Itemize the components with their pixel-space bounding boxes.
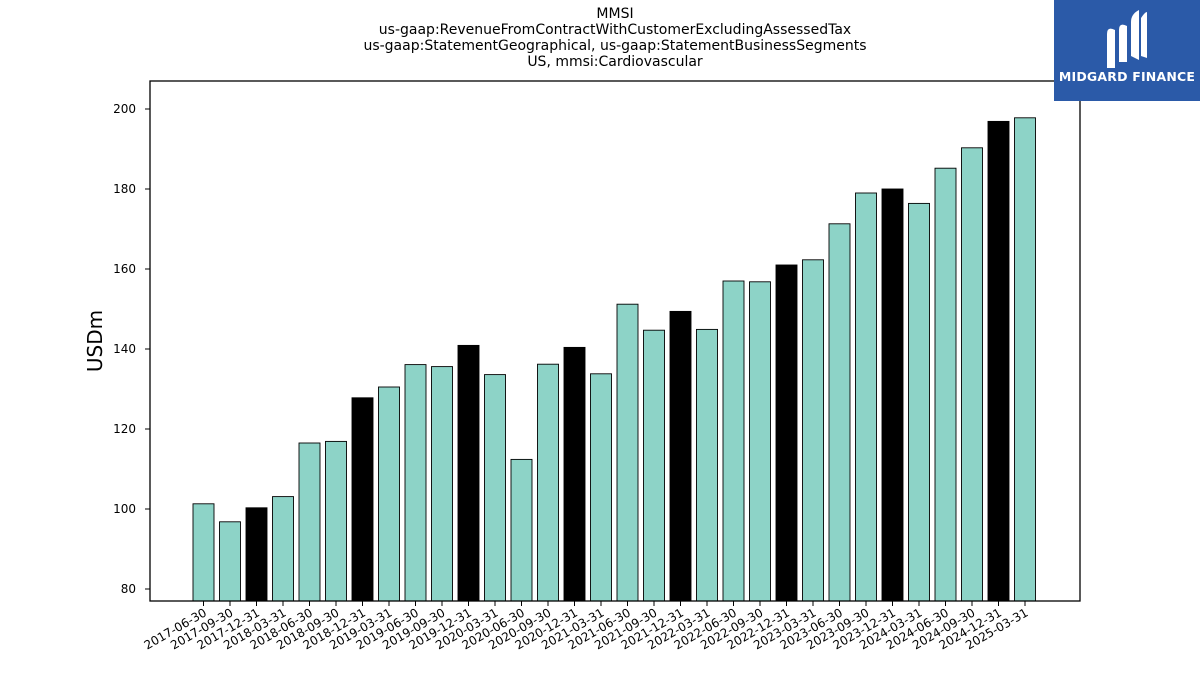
bar-2021-03-31 xyxy=(590,373,612,602)
bar-2022-06-30 xyxy=(722,280,745,602)
chart-title: MMSI us-gaap:RevenueFromContractWithCust… xyxy=(0,6,1200,70)
y-axis-label: USDm xyxy=(83,310,107,372)
bar-2024-12-31 xyxy=(987,120,1010,602)
y-tick-label: 120 xyxy=(113,422,136,436)
bars-group xyxy=(192,117,1036,602)
midgard-finance-logo: MIDGARD FINANCE xyxy=(1054,0,1200,101)
bar-2019-03-31 xyxy=(378,386,400,602)
x-axis: 2017-06-302017-09-302017-12-312018-03-31… xyxy=(142,601,1031,652)
bar-2023-03-31 xyxy=(802,259,824,602)
bar-2022-09-30 xyxy=(749,281,771,602)
title-line-members: US, mmsi:Cardiovascular xyxy=(527,54,703,70)
bar-2023-09-30 xyxy=(855,192,877,602)
bar-2020-03-31 xyxy=(484,374,506,602)
y-axis: 80 100 120 140 160 180 200 xyxy=(113,102,150,596)
bar-2025-03-31 xyxy=(1014,117,1036,602)
y-tick-label: 180 xyxy=(113,182,136,196)
y-tick-label: 200 xyxy=(113,102,136,116)
bar-2019-12-31 xyxy=(457,344,480,602)
bar-2021-09-30 xyxy=(643,329,665,602)
bar-2020-12-31 xyxy=(563,346,586,602)
bar-2020-09-30 xyxy=(537,363,559,602)
title-line-concept: us-gaap:RevenueFromContractWithCustomerE… xyxy=(378,22,852,38)
y-tick-label: 140 xyxy=(113,342,136,356)
title-line-axes: us-gaap:StatementGeographical, us-gaap:S… xyxy=(363,38,867,54)
bar-2018-03-31 xyxy=(272,496,294,602)
bar-2023-06-30 xyxy=(828,223,851,602)
bar-2017-09-30 xyxy=(219,521,241,602)
bar-2022-12-31 xyxy=(775,264,798,602)
bar-2021-06-30 xyxy=(616,303,639,602)
bar-2019-09-30 xyxy=(431,366,453,602)
y-tick-label: 80 xyxy=(121,582,136,596)
title-line-ticker: MMSI xyxy=(596,6,634,22)
bar-2018-12-31 xyxy=(351,397,374,602)
y-tick-label: 100 xyxy=(113,502,136,516)
bar-2018-06-30 xyxy=(298,442,321,602)
bar-2017-06-30 xyxy=(192,503,215,602)
bar-2024-09-30 xyxy=(961,147,983,602)
logo-text: MIDGARD FINANCE xyxy=(1058,69,1196,84)
bar-2024-03-31 xyxy=(908,202,930,602)
bar-2019-06-30 xyxy=(404,364,427,602)
plot-frame xyxy=(149,80,1081,602)
bar-2022-03-31 xyxy=(696,328,718,602)
bar-2023-12-31 xyxy=(881,188,904,602)
y-tick-label: 160 xyxy=(113,262,136,276)
midgard-m-logo-icon xyxy=(1107,10,1147,69)
bar-2018-09-30 xyxy=(325,440,347,602)
bar-2021-12-31 xyxy=(669,310,692,602)
bar-2017-12-31 xyxy=(245,507,268,602)
bar-2024-06-30 xyxy=(934,167,957,602)
bar-2020-06-30 xyxy=(510,458,533,602)
